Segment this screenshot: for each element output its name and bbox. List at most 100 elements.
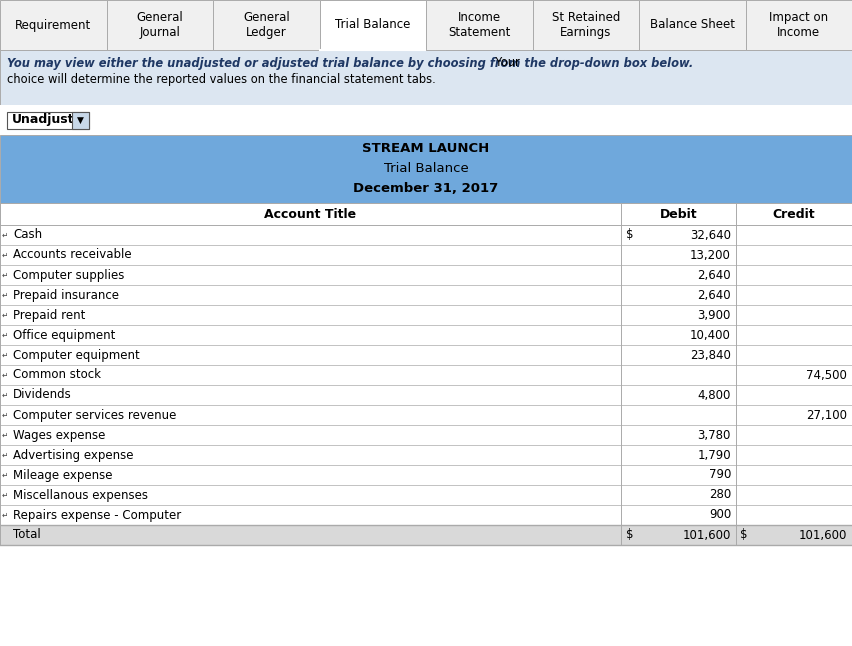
Bar xyxy=(0,485,852,505)
Bar xyxy=(213,0,320,50)
Text: Office equipment: Office equipment xyxy=(13,329,115,342)
Bar xyxy=(532,0,639,50)
Text: Prepaid rent: Prepaid rent xyxy=(13,309,85,322)
Text: $: $ xyxy=(626,528,634,541)
Bar xyxy=(0,545,852,646)
Text: You may view either the unadjusted or adjusted trial balance by choosing from th: You may view either the unadjusted or ad… xyxy=(7,56,694,70)
Text: $: $ xyxy=(740,528,747,541)
Text: 3,780: 3,780 xyxy=(698,428,731,441)
Text: 2,640: 2,640 xyxy=(698,289,731,302)
Text: Dividends: Dividends xyxy=(13,388,72,402)
Text: ↵: ↵ xyxy=(2,390,9,399)
Text: ↵: ↵ xyxy=(2,311,9,320)
Bar xyxy=(0,245,852,265)
Text: 32,640: 32,640 xyxy=(690,229,731,242)
Text: Account Title: Account Title xyxy=(264,207,357,220)
Text: Mileage expense: Mileage expense xyxy=(13,468,112,481)
Text: 23,840: 23,840 xyxy=(690,348,731,362)
Text: 74,500: 74,500 xyxy=(806,368,847,382)
Bar xyxy=(746,0,852,50)
Text: Total: Total xyxy=(13,528,41,541)
Text: 10,400: 10,400 xyxy=(690,329,731,342)
Bar xyxy=(0,50,852,105)
Text: ↵: ↵ xyxy=(2,291,9,300)
Bar xyxy=(0,0,106,50)
Text: Requirement: Requirement xyxy=(15,19,91,32)
Text: General
Ledger: General Ledger xyxy=(243,11,290,39)
Text: Your: Your xyxy=(488,56,521,70)
Bar xyxy=(0,325,852,345)
Bar xyxy=(0,345,852,365)
Text: STREAM LAUNCH: STREAM LAUNCH xyxy=(362,143,490,156)
Text: Balance Sheet: Balance Sheet xyxy=(650,19,734,32)
Text: 900: 900 xyxy=(709,508,731,521)
Bar xyxy=(7,112,89,129)
Text: ↵: ↵ xyxy=(2,470,9,479)
Text: St Retained
Earnings: St Retained Earnings xyxy=(551,11,620,39)
Text: Income
Statement: Income Statement xyxy=(448,11,510,39)
Bar xyxy=(0,265,852,285)
Text: 1,790: 1,790 xyxy=(698,448,731,461)
Text: Wages expense: Wages expense xyxy=(13,428,106,441)
Text: 4,800: 4,800 xyxy=(698,388,731,402)
Text: Advertising expense: Advertising expense xyxy=(13,448,134,461)
Bar xyxy=(0,305,852,325)
Text: ↵: ↵ xyxy=(2,231,9,240)
Bar xyxy=(0,505,852,525)
Text: Unadjusted: Unadjusted xyxy=(12,114,92,127)
Bar xyxy=(72,112,89,129)
Text: ↵: ↵ xyxy=(2,410,9,419)
Bar xyxy=(0,445,852,465)
Text: Computer services revenue: Computer services revenue xyxy=(13,408,176,421)
Bar xyxy=(0,425,852,445)
Bar xyxy=(0,365,852,385)
Bar xyxy=(0,225,852,245)
Text: Common stock: Common stock xyxy=(13,368,101,382)
Text: Repairs expense - Computer: Repairs expense - Computer xyxy=(13,508,181,521)
Text: General
Journal: General Journal xyxy=(136,11,183,39)
Text: ↵: ↵ xyxy=(2,331,9,340)
Bar xyxy=(320,0,426,50)
Text: ↵: ↵ xyxy=(2,450,9,459)
Text: ↵: ↵ xyxy=(2,251,9,260)
Text: Credit: Credit xyxy=(773,207,815,220)
Text: Debit: Debit xyxy=(659,207,697,220)
Bar xyxy=(0,405,852,425)
Bar xyxy=(0,465,852,485)
Text: ↵: ↵ xyxy=(2,371,9,379)
Text: 3,900: 3,900 xyxy=(698,309,731,322)
Text: Prepaid insurance: Prepaid insurance xyxy=(13,289,119,302)
Text: 27,100: 27,100 xyxy=(806,408,847,421)
Bar xyxy=(639,0,746,50)
Text: 790: 790 xyxy=(709,468,731,481)
Bar xyxy=(0,525,852,545)
Bar xyxy=(426,0,532,50)
Text: 13,200: 13,200 xyxy=(690,249,731,262)
Text: $: $ xyxy=(626,229,634,242)
Text: 280: 280 xyxy=(709,488,731,501)
Text: Impact on
Income: Impact on Income xyxy=(769,11,828,39)
Text: 101,600: 101,600 xyxy=(682,528,731,541)
Bar xyxy=(0,105,852,135)
Text: ↵: ↵ xyxy=(2,271,9,280)
Text: ↵: ↵ xyxy=(2,430,9,439)
Text: Accounts receivable: Accounts receivable xyxy=(13,249,131,262)
Text: ↵: ↵ xyxy=(2,510,9,519)
Bar xyxy=(0,385,852,405)
Text: ▼: ▼ xyxy=(77,116,84,125)
Text: Trial Balance: Trial Balance xyxy=(383,163,469,176)
Text: choice will determine the reported values on the financial statement tabs.: choice will determine the reported value… xyxy=(7,72,435,85)
Bar xyxy=(0,203,852,225)
Text: Cash: Cash xyxy=(13,229,42,242)
Text: Trial Balance: Trial Balance xyxy=(335,19,411,32)
Text: December 31, 2017: December 31, 2017 xyxy=(354,183,498,196)
Bar xyxy=(106,0,213,50)
Text: Computer equipment: Computer equipment xyxy=(13,348,140,362)
Text: ↵: ↵ xyxy=(2,351,9,360)
Bar xyxy=(0,135,852,203)
Text: Computer supplies: Computer supplies xyxy=(13,269,124,282)
Text: ↵: ↵ xyxy=(2,490,9,499)
Bar xyxy=(0,285,852,305)
Text: 2,640: 2,640 xyxy=(698,269,731,282)
Text: 101,600: 101,600 xyxy=(798,528,847,541)
